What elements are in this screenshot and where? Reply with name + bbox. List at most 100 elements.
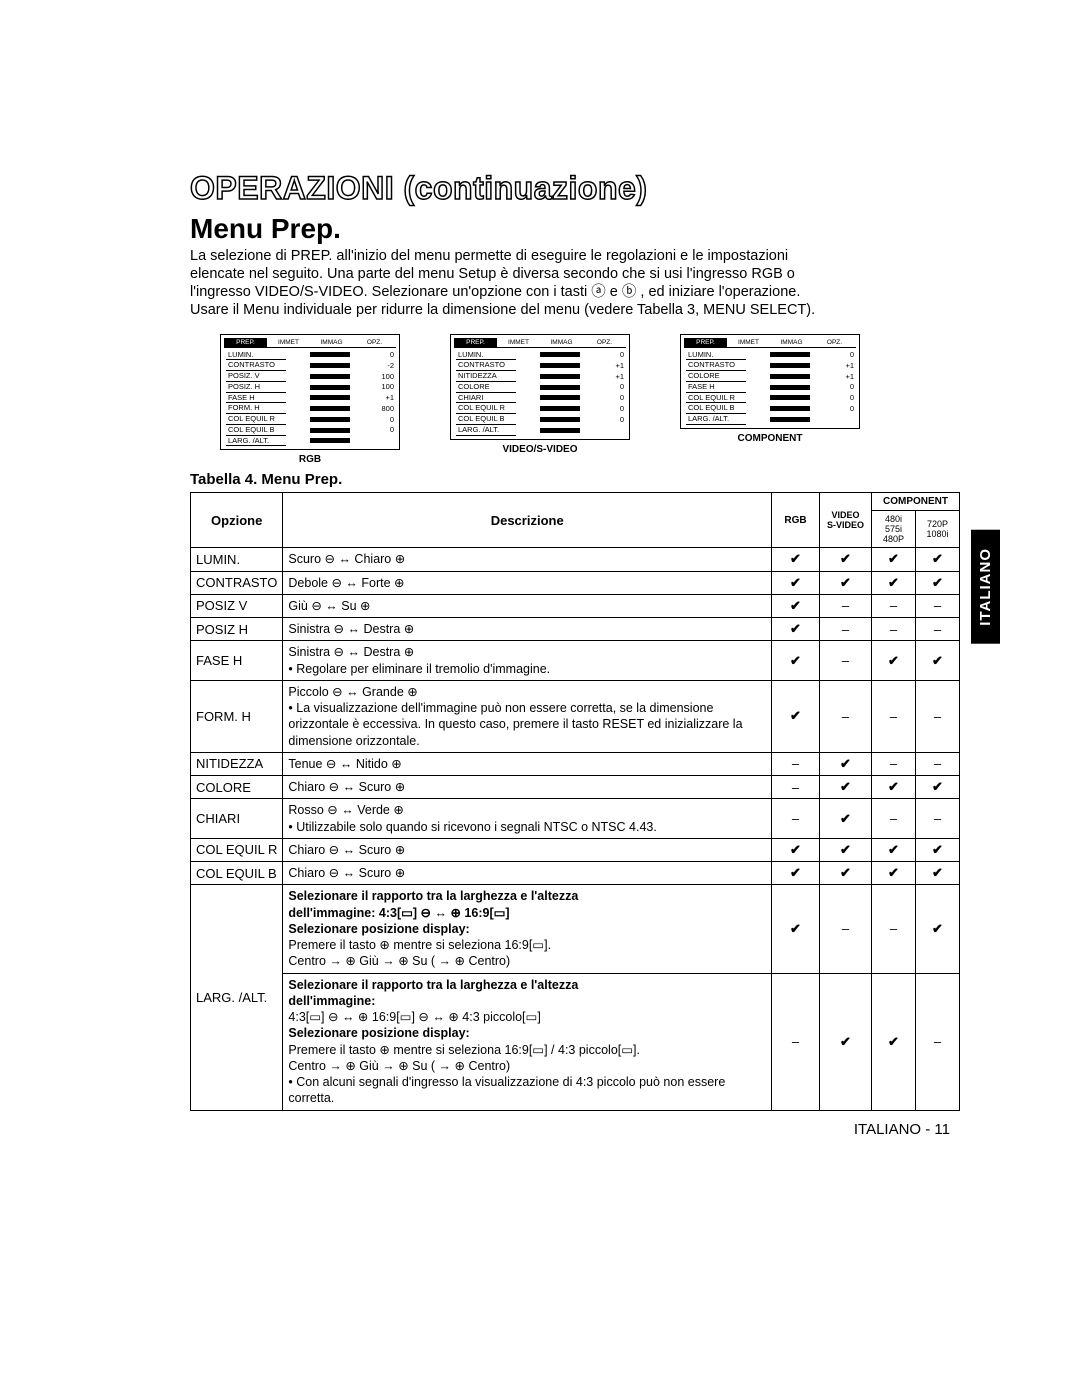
preview-row: COLORE0 [454, 382, 626, 393]
menu-previews: PREP.IMMETIMMAGOPZ.LUMIN.0CONTRASTO-2POS… [220, 334, 960, 466]
table-cell: ✔ [916, 838, 960, 861]
table-row: Selezionare il rapporto tra la larghezza… [191, 973, 960, 1110]
table-cell: ✔ [820, 571, 872, 594]
table-cell: ✔ [820, 973, 872, 1110]
table-row: COL EQUIL RChiaro ⊖ ↔ Scuro ⊕✔✔✔✔ [191, 838, 960, 861]
menu-preview: PREP.IMMETIMMAGOPZ.LUMIN.0CONTRASTO+1NIT… [450, 334, 630, 466]
table-cell: – [772, 973, 820, 1110]
preview-row: POSIZ. V100 [224, 371, 396, 382]
table-cell: – [820, 594, 872, 617]
preview-row: CHIARI0 [454, 393, 626, 404]
table-cell: ✔ [872, 641, 916, 681]
preview-tab: IMMET [267, 338, 310, 348]
table-row: CONTRASTODebole ⊖ ↔ Forte ⊕✔✔✔✔ [191, 571, 960, 594]
th-comp-b: 720P 1080i [916, 511, 960, 548]
preview-row: COL EQUIL B0 [454, 414, 626, 425]
table-row: POSIZ HSinistra ⊖ ↔ Destra ⊕✔––– [191, 618, 960, 641]
table-cell: – [916, 799, 960, 839]
table-cell: Sinistra ⊖ ↔ Destra ⊕• Regolare per elim… [283, 641, 772, 681]
table-cell: – [820, 641, 872, 681]
table-cell: CONTRASTO [191, 571, 283, 594]
preview-row: LUMIN.0 [684, 350, 856, 361]
preview-row: COL EQUIL B0 [224, 425, 396, 436]
preview-row: COL EQUIL R0 [684, 393, 856, 404]
table-row: COLOREChiaro ⊖ ↔ Scuro ⊕–✔✔✔ [191, 776, 960, 799]
preview-row: FASE H+1 [224, 393, 396, 404]
table-cell: – [772, 799, 820, 839]
preview-tab: IMMET [727, 338, 770, 348]
table-cell: ✔ [820, 752, 872, 775]
table-row: NITIDEZZATenue ⊖ ↔ Nitido ⊕–✔–– [191, 752, 960, 775]
intro-line: l'ingresso VIDEO/S-VIDEO. Selezionare un… [190, 284, 800, 300]
page-footer: ITALIANO - 11 [190, 1121, 960, 1138]
table-cell: LARG. /ALT. [191, 885, 283, 1110]
table-cell: ✔ [820, 776, 872, 799]
table-cell: CHIARI [191, 799, 283, 839]
table-cell: ✔ [772, 548, 820, 571]
table-cell: ✔ [772, 838, 820, 861]
th-descrizione: Descrizione [283, 493, 772, 548]
table-cell: ✔ [916, 776, 960, 799]
intro-line: La selezione di PREP. all'inizio del men… [190, 248, 788, 264]
th-video: VIDEO S-VIDEO [820, 493, 872, 548]
preview-row: COLORE+1 [684, 371, 856, 382]
table-cell: ✔ [772, 594, 820, 617]
preview-tab: PREP. [224, 338, 267, 348]
intro-line: Usare il Menu individuale per ridurre la… [190, 302, 815, 318]
table-row: COL EQUIL BChiaro ⊖ ↔ Scuro ⊕✔✔✔✔ [191, 862, 960, 885]
preview-row: LARG. /ALT. [684, 414, 856, 425]
table-cell: LUMIN. [191, 548, 283, 571]
table-cell: ✔ [820, 799, 872, 839]
menu-preview: PREP.IMMETIMMAGOPZ.LUMIN.0CONTRASTO+1COL… [680, 334, 860, 466]
table-row: CHIARIRosso ⊖ ↔ Verde ⊕• Utilizzabile so… [191, 799, 960, 839]
table-cell: COLORE [191, 776, 283, 799]
preview-tab: OPZ. [353, 338, 396, 348]
preview-row: CONTRASTO+1 [454, 360, 626, 371]
table-cell: ✔ [820, 862, 872, 885]
table-cell: Piccolo ⊖ ↔ Grande ⊕• La visualizzazione… [283, 680, 772, 752]
menu-preview: PREP.IMMETIMMAGOPZ.LUMIN.0CONTRASTO-2POS… [220, 334, 400, 466]
preview-tab: IMMAG [540, 338, 583, 348]
table-cell: – [872, 799, 916, 839]
table-cell: COL EQUIL B [191, 862, 283, 885]
table-cell: ✔ [872, 973, 916, 1110]
table-cell: – [820, 680, 872, 752]
table-cell: – [916, 752, 960, 775]
table-cell: ✔ [772, 571, 820, 594]
table-cell: ✔ [772, 862, 820, 885]
preview-caption: COMPONENT [680, 433, 860, 444]
table-cell: – [872, 885, 916, 973]
table-cell: ✔ [772, 641, 820, 681]
preview-row: LUMIN.0 [454, 350, 626, 361]
preview-row: FASE H0 [684, 382, 856, 393]
table-cell: – [872, 752, 916, 775]
preview-caption: VIDEO/S-VIDEO [450, 444, 630, 455]
table-cell: FORM. H [191, 680, 283, 752]
table-row: FASE HSinistra ⊖ ↔ Destra ⊕• Regolare pe… [191, 641, 960, 681]
table-cell: – [820, 618, 872, 641]
table-cell: POSIZ H [191, 618, 283, 641]
intro-line: elencate nel seguito. Una parte del menu… [190, 266, 795, 282]
preview-tab: OPZ. [813, 338, 856, 348]
table-cell: ✔ [872, 548, 916, 571]
table-row: FORM. HPiccolo ⊖ ↔ Grande ⊕• La visualiz… [191, 680, 960, 752]
table-cell: Selezionare il rapporto tra la larghezza… [283, 885, 772, 973]
table-cell: Rosso ⊖ ↔ Verde ⊕• Utilizzabile solo qua… [283, 799, 772, 839]
intro-text: La selezione di PREP. all'inizio del men… [190, 247, 960, 320]
table-cell: Scuro ⊖ ↔ Chiaro ⊕ [283, 548, 772, 571]
preview-tab: IMMET [497, 338, 540, 348]
th-component: COMPONENT [872, 493, 960, 511]
th-rgb: RGB [772, 493, 820, 548]
preview-row: POSIZ. H100 [224, 382, 396, 393]
table-cell: ✔ [820, 838, 872, 861]
table-cell: Chiaro ⊖ ↔ Scuro ⊕ [283, 776, 772, 799]
table-cell: ✔ [872, 571, 916, 594]
table-cell: ✔ [772, 885, 820, 973]
table-cell: – [872, 618, 916, 641]
table-cell: Chiaro ⊖ ↔ Scuro ⊕ [283, 838, 772, 861]
table-cell: ✔ [772, 618, 820, 641]
table-cell: POSIZ V [191, 594, 283, 617]
preview-row: COL EQUIL B0 [684, 403, 856, 414]
preview-row: LARG. /ALT. [454, 425, 626, 436]
preview-row: NITIDEZZA+1 [454, 371, 626, 382]
